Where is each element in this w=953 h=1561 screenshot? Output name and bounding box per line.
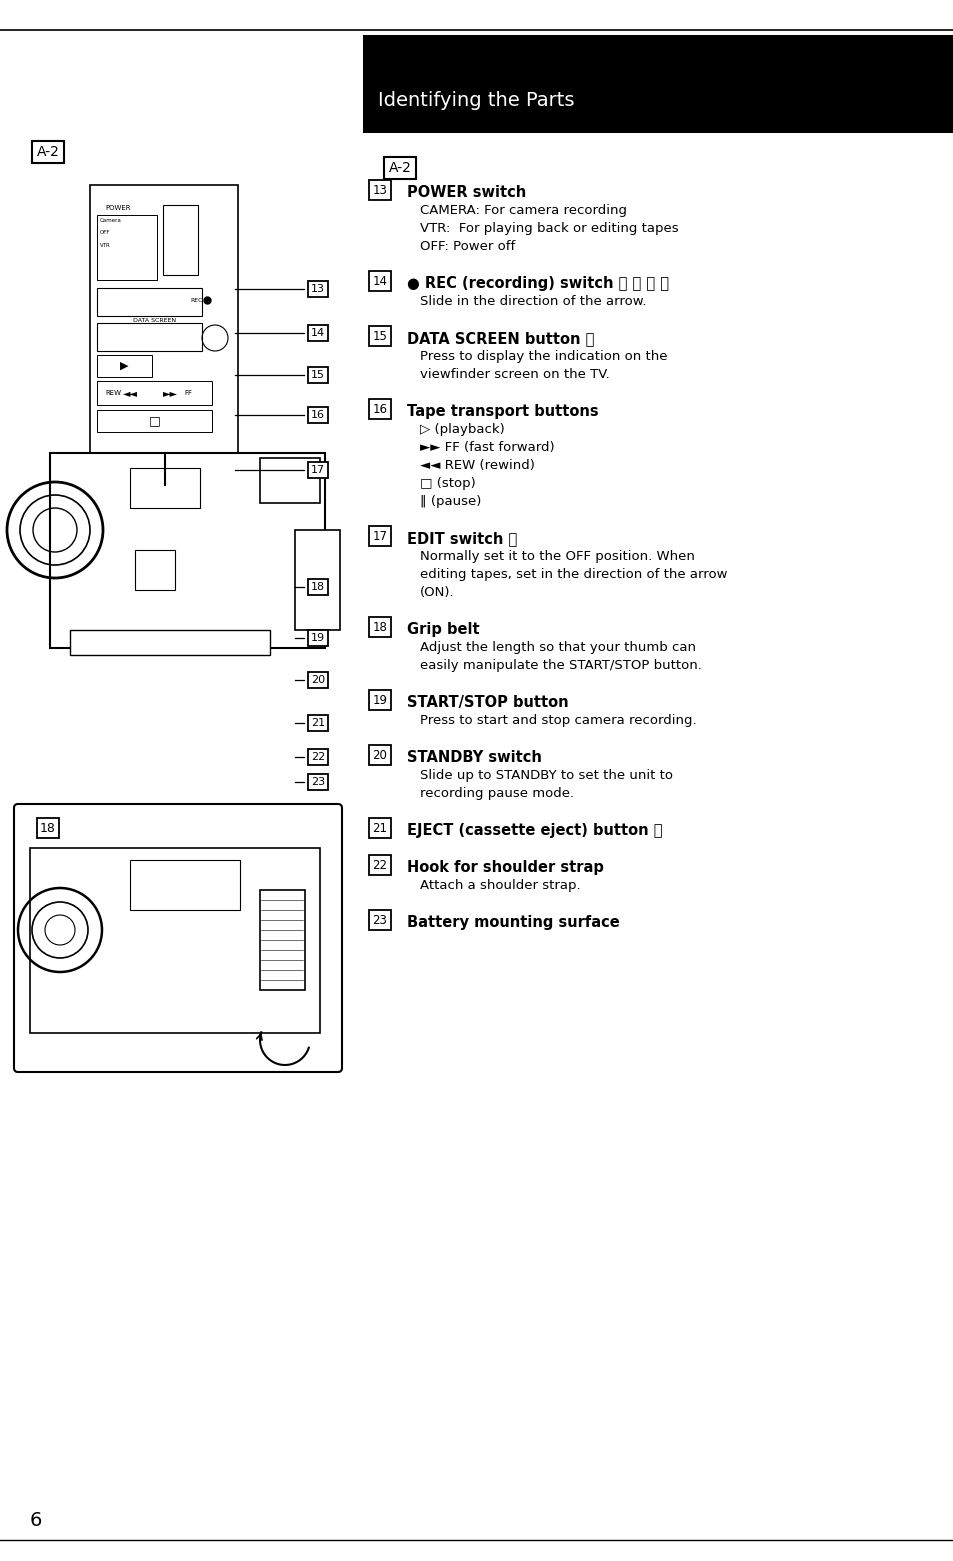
Text: ►►: ►► [162,389,177,398]
Text: Slide in the direction of the arrow.: Slide in the direction of the arrow. [419,295,646,308]
Text: POWER switch: POWER switch [407,186,526,200]
Text: 22: 22 [311,752,325,762]
Bar [97,411,212,432]
Text: Press to display the indication on the: Press to display the indication on the [419,350,667,364]
Text: REW: REW [105,390,121,396]
Text: ‖ (pause): ‖ (pause) [419,495,481,507]
Text: 16: 16 [311,411,325,420]
Text: 14: 14 [372,275,387,287]
Text: START/STOP button: START/STOP button [407,695,568,710]
Text: 19: 19 [372,693,387,707]
Text: VTR:  For playing back or editing tapes: VTR: For playing back or editing tapes [419,222,678,236]
Text: 13: 13 [311,284,325,293]
Text: A-2: A-2 [36,145,59,159]
Text: CAMERA: For camera recording: CAMERA: For camera recording [419,204,626,217]
Text: Grip belt: Grip belt [407,621,479,637]
Text: editing tapes, set in the direction of the arrow: editing tapes, set in the direction of t… [419,568,727,581]
Text: VTR: VTR [100,244,111,248]
Text: EJECT (cassette eject) button Ⓖ: EJECT (cassette eject) button Ⓖ [407,823,661,838]
Bar [130,860,240,910]
Text: 23: 23 [373,913,387,927]
Bar [90,186,237,485]
Text: A-2: A-2 [388,161,411,175]
Bar [294,531,339,631]
Text: 23: 23 [311,777,325,787]
Text: ● REC (recording) switch Ⓐ Ⓑ Ⓒ Ⓓ: ● REC (recording) switch Ⓐ Ⓑ Ⓒ Ⓓ [407,276,668,290]
Text: 15: 15 [311,370,325,379]
Bar [260,890,305,990]
Text: ◄◄ REW (rewind): ◄◄ REW (rewind) [419,459,535,471]
Bar [97,215,157,279]
Text: 13: 13 [373,184,387,197]
FancyBboxPatch shape [14,804,341,1072]
Text: 14: 14 [311,328,325,339]
Text: OFF: Power off: OFF: Power off [419,240,515,253]
Bar [50,453,325,648]
Text: 21: 21 [372,821,387,835]
Text: Tape transport buttons: Tape transport buttons [407,404,598,418]
Bar [135,549,174,590]
Text: OFF: OFF [100,229,111,236]
Text: Camera: Camera [100,219,122,223]
Text: Adjust the length so that your thumb can: Adjust the length so that your thumb can [419,642,696,654]
Text: (ON).: (ON). [419,585,455,599]
Text: Identifying the Parts: Identifying the Parts [377,91,574,109]
Text: 15: 15 [373,329,387,342]
Text: 22: 22 [372,859,387,871]
Text: 18: 18 [311,582,325,592]
Bar [363,34,953,133]
Text: Slide up to STANDBY to set the unit to: Slide up to STANDBY to set the unit to [419,770,672,782]
Text: POWER: POWER [105,204,131,211]
Text: DATA SCREEN: DATA SCREEN [133,317,176,323]
Text: 20: 20 [311,674,325,685]
Text: 20: 20 [373,749,387,762]
Text: REC: REC [190,298,202,303]
Text: 6: 6 [30,1511,42,1530]
Bar [97,287,202,315]
Text: Hook for shoulder strap: Hook for shoulder strap [407,860,603,876]
Text: 21: 21 [311,718,325,727]
Text: 18: 18 [373,621,387,634]
Text: STANDBY switch: STANDBY switch [407,749,541,765]
Text: Battery mounting surface: Battery mounting surface [407,915,619,930]
Text: 19: 19 [311,634,325,643]
Text: ◄◄: ◄◄ [122,389,137,398]
Text: 17: 17 [372,529,387,543]
Bar [130,468,200,507]
Text: recording pause mode.: recording pause mode. [419,787,574,799]
Bar [260,457,319,503]
Text: □: □ [149,415,161,428]
Text: EDIT switch Ⓛ: EDIT switch Ⓛ [407,531,517,546]
Text: FF: FF [184,390,192,396]
Text: easily manipulate the START/STOP button.: easily manipulate the START/STOP button. [419,659,701,671]
Text: 17: 17 [311,465,325,475]
Text: DATA SCREEN button Ⓔ: DATA SCREEN button Ⓔ [407,331,594,347]
Text: viewfinder screen on the TV.: viewfinder screen on the TV. [419,368,609,381]
Text: ▷ (playback): ▷ (playback) [419,423,504,436]
Text: □ (stop): □ (stop) [419,478,476,490]
Text: Attach a shoulder strap.: Attach a shoulder strap. [419,879,580,891]
Bar [97,381,212,404]
Bar [70,631,270,656]
Bar [163,204,198,275]
Bar [97,354,152,378]
Bar [30,848,319,1033]
Text: 16: 16 [372,403,387,415]
Text: Normally set it to the OFF position. When: Normally set it to the OFF position. Whe… [419,549,694,564]
Text: ▶: ▶ [120,361,128,372]
Text: 18: 18 [40,821,56,835]
Text: ►► FF (fast forward): ►► FF (fast forward) [419,442,554,454]
Text: Press to start and stop camera recording.: Press to start and stop camera recording… [419,713,696,727]
Bar [97,323,202,351]
